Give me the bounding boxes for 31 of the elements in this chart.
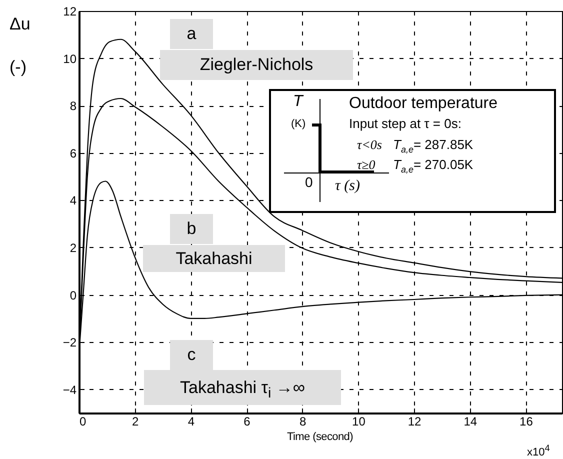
y-tick-label: 2: [70, 240, 77, 255]
annotation: τ (s): [335, 178, 360, 195]
x-tick-label: 14: [464, 414, 478, 428]
annotation: (K): [291, 118, 306, 130]
annotation: T: [293, 93, 303, 111]
x-axis-title: Time (second): [286, 431, 354, 443]
annotation: Input step at τ = 0s:: [349, 116, 462, 131]
y-tick-label: 12: [63, 4, 77, 18]
y-tick-label: −2: [62, 336, 77, 350]
x-tick-label: 10: [352, 414, 366, 428]
x-tick-label: 8: [300, 414, 307, 428]
text: x10$^{4}$: [527, 443, 550, 459]
x-tick-label: 4: [188, 414, 195, 428]
annotation: T$_{a,e}$= 287.85K: [393, 137, 474, 155]
x-tick-label: 0: [80, 414, 86, 428]
annotation: 0: [305, 174, 313, 190]
annotation: T$_{a,e}$= 270.05K: [393, 157, 474, 175]
x-tick-label: 16: [520, 414, 534, 428]
y-tick-label: −4: [62, 382, 77, 397]
annotation: Outdoor temperature: [349, 95, 498, 113]
annotation: τ≥0: [357, 157, 376, 173]
text: Δu (-): [10, 14, 30, 76]
annotation: τ<0s: [357, 137, 382, 153]
y-tick-label: 6: [70, 146, 77, 160]
x-tick-label: 12: [408, 414, 422, 428]
x-tick-label: 2: [132, 414, 139, 428]
y-tick-label: 10: [63, 52, 77, 66]
y-tick-label: 8: [70, 99, 77, 114]
y-tick-label: 4: [70, 194, 77, 208]
x-tick-label: 6: [244, 414, 251, 428]
y-tick-label: 0: [70, 288, 77, 302]
